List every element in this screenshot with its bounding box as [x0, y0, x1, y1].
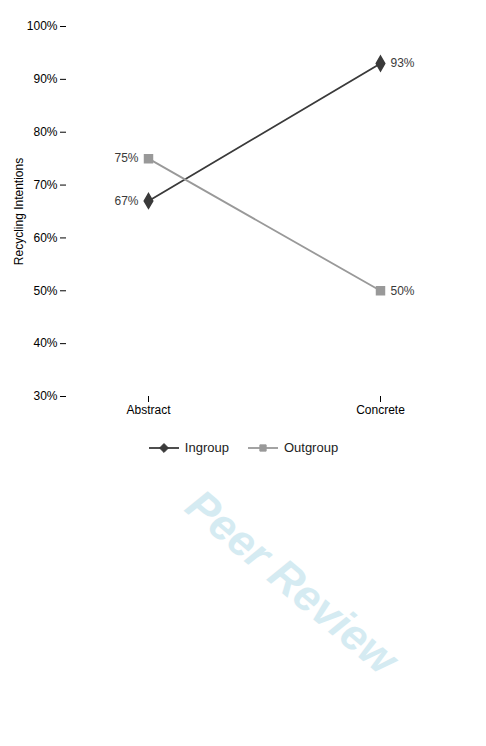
svg-text:67%: 67% — [114, 194, 138, 208]
svg-text:80%: 80% — [33, 125, 57, 139]
svg-text:70%: 70% — [33, 178, 57, 192]
svg-text:Abstract: Abstract — [126, 403, 171, 417]
svg-text:93%: 93% — [391, 56, 415, 70]
svg-text:Concrete: Concrete — [356, 403, 405, 417]
html-text:Outgroup: Outgroup — [283, 440, 339, 455]
svg-text:100%: 100% — [27, 19, 58, 33]
svg-text:90%: 90% — [33, 72, 57, 86]
svg-text:75%: 75% — [114, 151, 138, 165]
svg-text:50%: 50% — [33, 284, 57, 298]
svg-text:30%: 30% — [33, 389, 57, 403]
svg-text:40%: 40% — [33, 336, 57, 350]
html-text:Peer Review: Peer Review — [176, 479, 407, 684]
html-text:Ingroup: Ingroup — [184, 440, 229, 455]
svg-text:60%: 60% — [33, 231, 57, 245]
svg-text:50%: 50% — [391, 284, 415, 298]
svg-text:Recycling Intentions: Recycling Intentions — [12, 158, 26, 265]
